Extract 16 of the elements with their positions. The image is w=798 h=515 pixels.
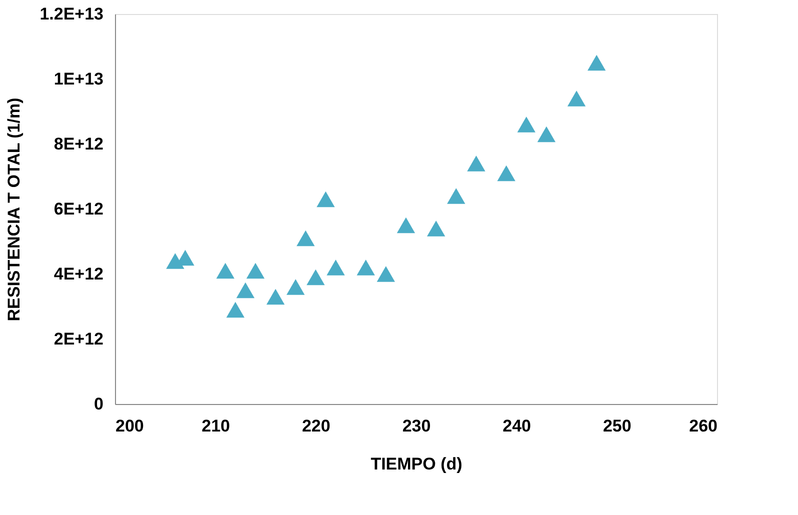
x-tick-label: 230 [402, 416, 431, 436]
y-tick-label: 0 [94, 394, 104, 414]
y-tick-label: 1.2E+13 [40, 4, 104, 24]
x-axis-title: TIEMPO (d) [370, 454, 462, 474]
x-tick-label: 220 [302, 416, 330, 436]
x-tick-label: 210 [202, 416, 230, 436]
x-tick-label: 240 [502, 416, 532, 436]
y-tick-label: 8E+12 [54, 134, 104, 154]
x-tick-label: 200 [116, 416, 144, 436]
y-tick-label: 6E+12 [54, 200, 104, 218]
y-axis-title: RESISTENCIA T OTAL (1/m) [4, 98, 24, 322]
x-tick-label: 250 [602, 416, 632, 436]
y-tick-label: 4E+12 [54, 264, 104, 284]
x-tick-label: 260 [689, 416, 718, 436]
y-tick-label: 2E+12 [54, 330, 104, 348]
y-tick-label: 1E+13 [54, 70, 104, 88]
